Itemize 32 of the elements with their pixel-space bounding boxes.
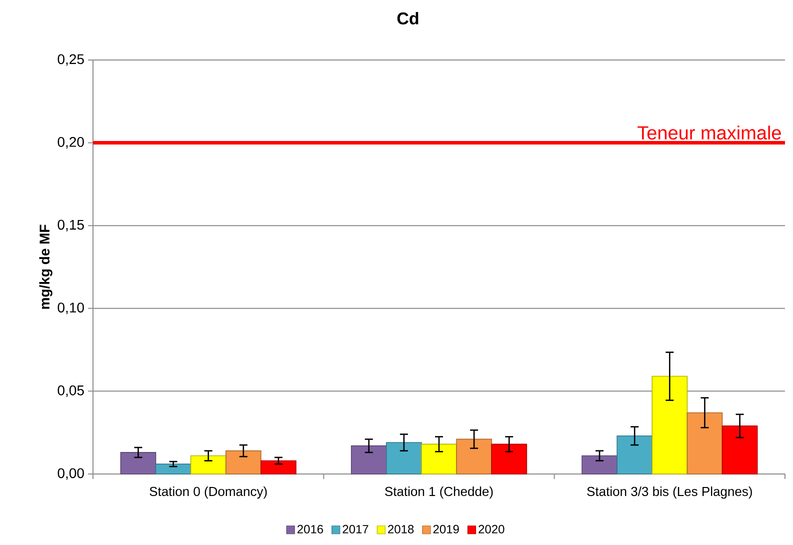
x-tick-label: Station 3/3 bis (Les Plagnes) xyxy=(587,486,752,499)
legend-label: 2020 xyxy=(478,524,504,534)
y-tick-label: 0,05 xyxy=(58,385,84,397)
bar xyxy=(582,455,618,474)
bar xyxy=(722,426,758,474)
y-tick-label: 0,20 xyxy=(58,136,84,149)
y-tick-label: 0,00 xyxy=(58,468,84,480)
bar xyxy=(225,450,262,474)
bar xyxy=(421,444,457,474)
bar xyxy=(386,442,422,474)
legend-label: 2016 xyxy=(297,524,324,534)
x-tick-label: Station 0 (Domancy) xyxy=(150,486,267,499)
x-tick-label: Station 1 (Chedde) xyxy=(385,486,493,499)
bar xyxy=(190,455,226,474)
bar xyxy=(350,445,387,474)
chart-title: Cd xyxy=(397,12,418,24)
y-tick-label: 0,10 xyxy=(58,302,84,314)
y-tick-label: 0,15 xyxy=(58,220,84,232)
bar xyxy=(456,438,492,474)
bar xyxy=(616,435,653,474)
bar xyxy=(260,460,296,474)
bar xyxy=(155,464,192,474)
y-axis-title: mg/kg de MF xyxy=(39,224,52,309)
y-tick-label: 0,25 xyxy=(58,54,84,66)
bar xyxy=(491,444,528,474)
bar xyxy=(652,376,688,474)
legend-label: 2017 xyxy=(342,524,368,534)
bar xyxy=(686,412,723,474)
ref-line-label: Teneur maximale xyxy=(638,126,781,140)
legend-label: 2018 xyxy=(388,524,414,534)
bar xyxy=(120,452,156,474)
legend-label: 2019 xyxy=(433,524,459,534)
